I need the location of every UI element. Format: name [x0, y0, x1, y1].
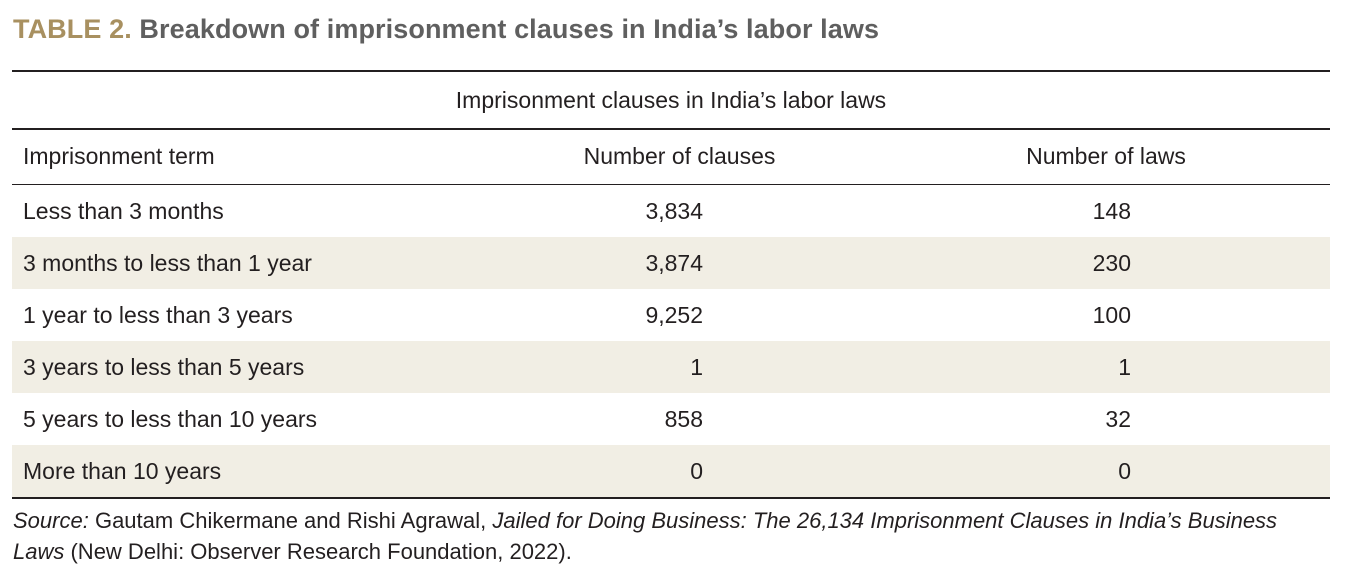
cell-term: More than 10 years: [23, 457, 222, 484]
column-header-row: Imprisonment term Number of clauses Numb…: [12, 130, 1330, 184]
table-row: 3 years to less than 5 years 1 1: [12, 341, 1330, 393]
data-table: Imprisonment clauses in India’s labor la…: [12, 70, 1330, 499]
bottom-rule: [12, 497, 1330, 499]
cell-clauses: 858: [664, 405, 703, 432]
table-title: TABLE 2. Breakdown of imprisonment claus…: [13, 14, 879, 45]
cell-term: 5 years to less than 10 years: [23, 405, 318, 432]
table-row: 3 months to less than 1 year 3,874 230: [12, 237, 1330, 289]
header-rule: [12, 128, 1330, 130]
cell-clauses: 3,834: [645, 197, 703, 224]
cell-laws: 100: [1092, 301, 1131, 328]
column-header-laws: Number of laws: [1026, 143, 1186, 169]
cell-laws: 230: [1092, 249, 1131, 276]
cell-clauses: 3,874: [645, 249, 703, 276]
source-label: Source:: [13, 508, 89, 533]
cell-term: Less than 3 months: [23, 197, 224, 224]
source-publication: (New Delhi: Observer Research Foundation…: [70, 539, 572, 564]
cell-clauses: 9,252: [645, 301, 703, 328]
cell-laws: 1: [1118, 353, 1131, 380]
table-row: 5 years to less than 10 years 858 32: [12, 393, 1330, 445]
cell-term: 3 years to less than 5 years: [23, 353, 305, 380]
table-number-label: TABLE 2.: [13, 14, 132, 44]
source-authors: Gautam Chikermane and Rishi Agrawal,: [94, 508, 487, 533]
spanning-header: Imprisonment clauses in India’s labor la…: [455, 86, 887, 113]
column-header-term: Imprisonment term: [23, 143, 215, 169]
table-row: Less than 3 months 3,834 148: [12, 185, 1330, 237]
cell-laws: 32: [1105, 405, 1131, 432]
cell-clauses: 1: [690, 353, 703, 380]
cell-term: 1 year to less than 3 years: [23, 301, 293, 328]
source-work-title: Jailed for Doing Business: The 26,134 Im…: [13, 508, 1278, 564]
cell-clauses: 0: [690, 457, 703, 484]
top-rule: [12, 70, 1330, 72]
table-title-text: Breakdown of imprisonment clauses in Ind…: [139, 14, 880, 44]
source-note: Source: Gautam Chikermane and Rishi Agra…: [13, 505, 1333, 567]
cell-laws: 148: [1092, 197, 1131, 224]
cell-term: 3 months to less than 1 year: [23, 249, 312, 276]
column-header-rule: [12, 183, 1330, 185]
table-row: More than 10 years 0 0: [12, 445, 1330, 497]
cell-laws: 0: [1118, 457, 1131, 484]
column-header-clauses: Number of clauses: [583, 143, 776, 169]
table-row: 1 year to less than 3 years 9,252 100: [12, 289, 1330, 341]
